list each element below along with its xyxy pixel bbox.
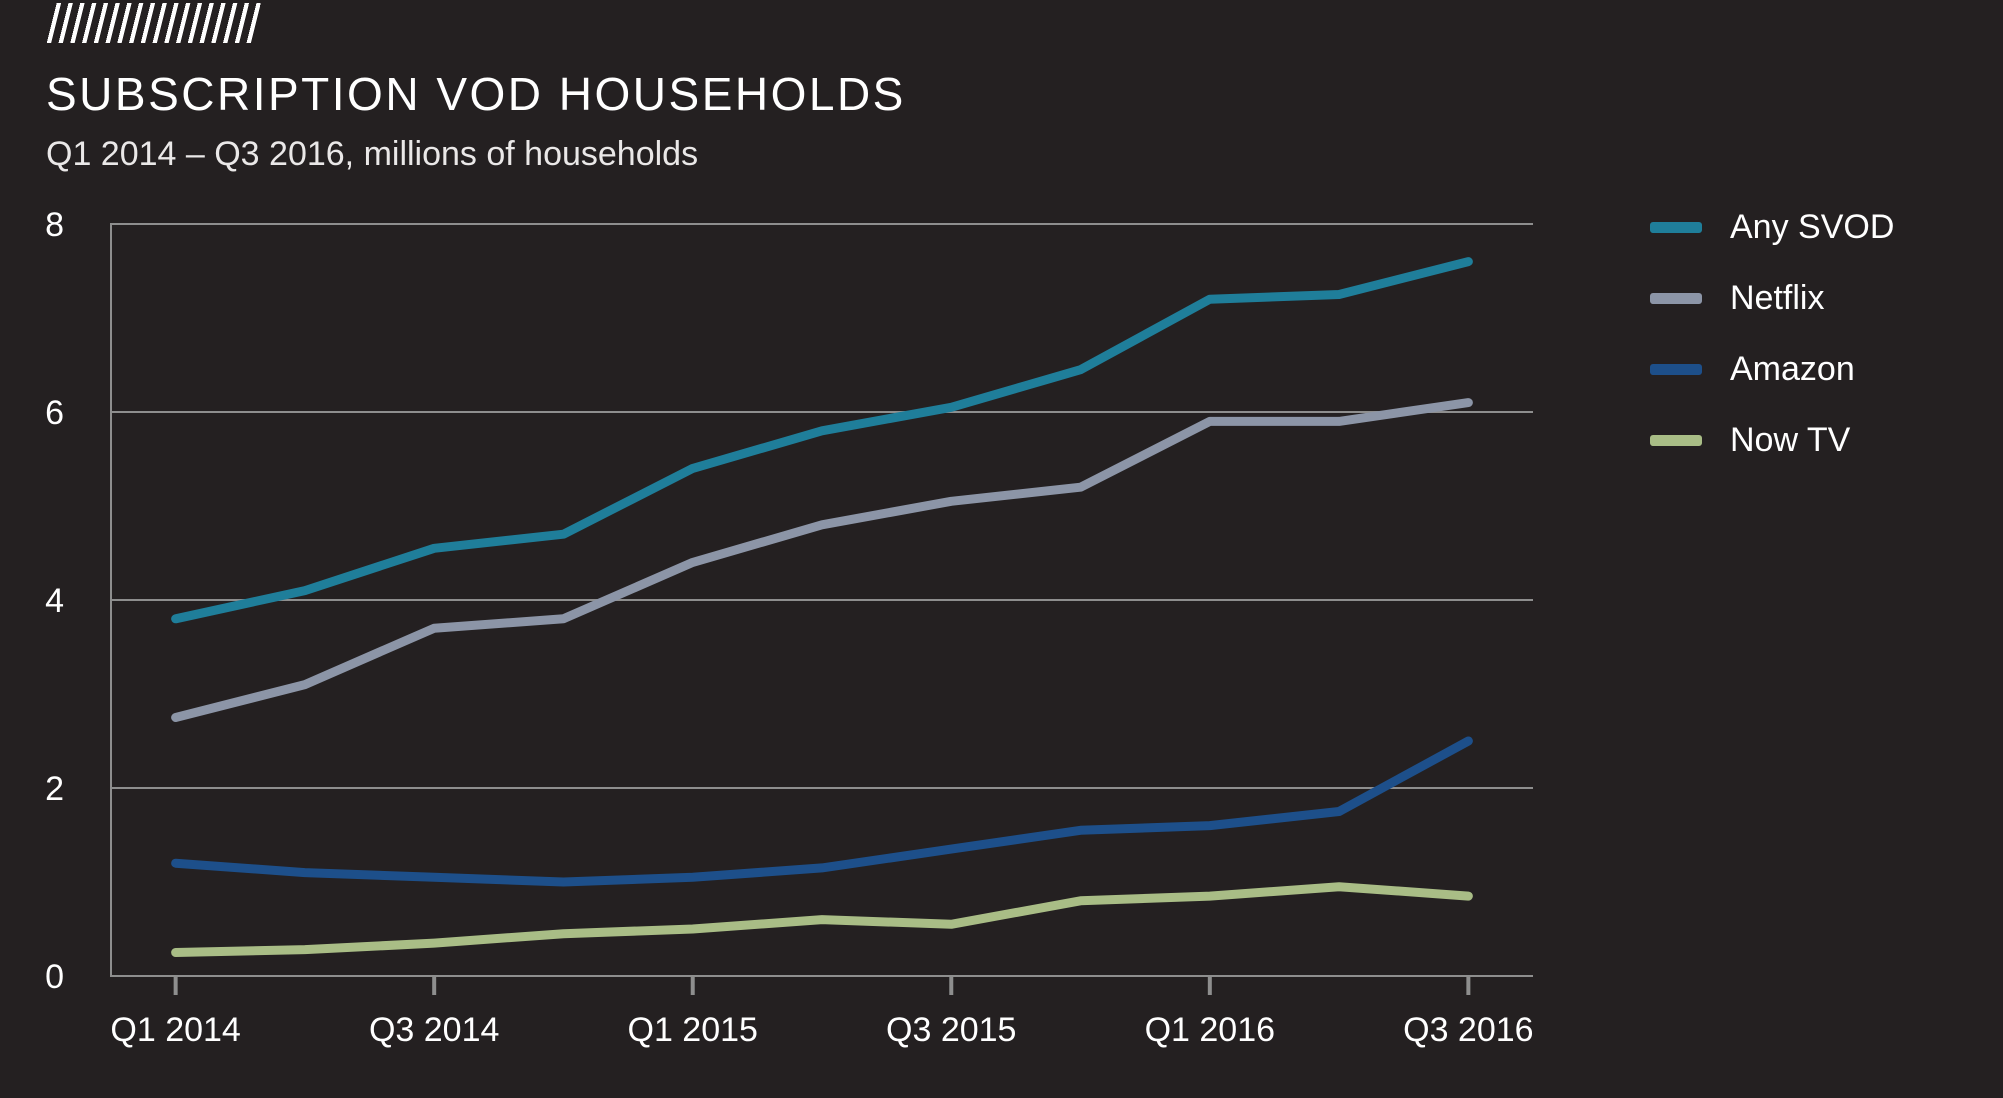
legend-label: Amazon — [1730, 350, 1855, 388]
x-tick-label: Q1 2015 — [628, 1011, 758, 1049]
legend-label: Now TV — [1730, 421, 1851, 459]
hatch-stripes-logo-icon — [45, 3, 268, 43]
y-tick-label: 6 — [45, 394, 64, 432]
legend-item-now-tv: Now TV — [1650, 423, 1894, 457]
page-title: SUBSCRIPTION VOD HOUSEHOLDS — [46, 68, 906, 120]
legend-swatch-netflix — [1650, 292, 1702, 304]
x-tick-label: Q1 2014 — [110, 1011, 240, 1049]
legend-item-netflix: Netflix — [1650, 281, 1894, 315]
y-tick-label: 2 — [45, 770, 64, 808]
y-tick-label: 8 — [45, 206, 64, 244]
series-line-netflix — [171, 398, 1473, 722]
series-line-amazon — [171, 736, 1473, 887]
legend-item-amazon: Amazon — [1650, 352, 1894, 386]
legend-label: Netflix — [1730, 279, 1825, 317]
legend-label: Any SVOD — [1730, 208, 1895, 246]
x-tick-label: Q3 2014 — [369, 1011, 499, 1049]
y-tick-label: 4 — [45, 582, 64, 620]
legend-item-any-svod: Any SVOD — [1650, 210, 1894, 244]
x-tick-label: Q3 2015 — [886, 1011, 1016, 1049]
series-line-any-svod — [171, 257, 1473, 624]
x-tick-label: Q3 2016 — [1403, 1011, 1533, 1049]
legend-swatch-amazon — [1650, 363, 1702, 375]
legend-swatch-now-tv — [1650, 434, 1702, 446]
chart-legend: Any SVOD Netflix Amazon Now TV — [1650, 210, 1894, 494]
x-tick-label: Q1 2016 — [1145, 1011, 1275, 1049]
y-tick-label: 0 — [45, 958, 64, 996]
series-line-now-tv — [171, 882, 1473, 957]
page-subtitle: Q1 2014 – Q3 2016, millions of household… — [46, 135, 699, 173]
legend-swatch-any-svod — [1650, 221, 1702, 233]
